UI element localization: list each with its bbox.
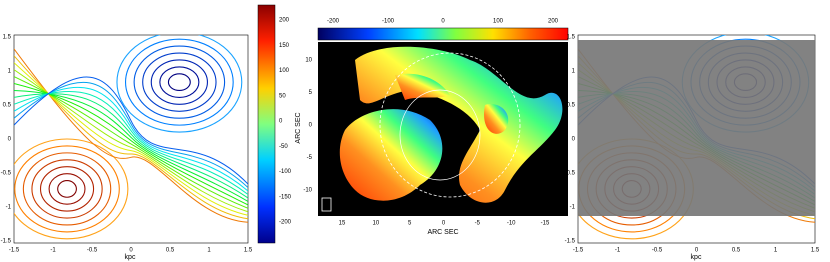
contour (14, 89, 248, 202)
isovelocity (399, 89, 481, 181)
contour (14, 76, 248, 185)
colorbar-tick-label: 200 (279, 18, 290, 24)
colorbar-tick-label: 200 (548, 19, 559, 25)
contour (142, 52, 217, 112)
y-tick-label: -5 (307, 155, 313, 161)
colorbar-tick-label: 100 (279, 68, 290, 74)
colorbar-tick-label: 50 (279, 93, 286, 99)
colorbar-tick-label: 0 (279, 119, 283, 125)
y-tick-label: 1 (8, 69, 12, 75)
contour (14, 69, 248, 213)
contour (57, 180, 77, 198)
x-tick-label: -0.5 (87, 248, 98, 254)
x-axis-label: ARC SEC (427, 229, 458, 236)
x-tick-label: 15 (339, 221, 346, 227)
contour (14, 81, 248, 188)
velocity-blob (339, 109, 443, 201)
x-tick-label: -5 (475, 221, 481, 227)
y-tick-label: 0 (309, 123, 313, 129)
contour (14, 48, 248, 223)
y-tick-label: -0.5 (1, 171, 12, 177)
colorbar-tick-label: 0 (441, 19, 445, 25)
contour (39, 166, 95, 212)
x-tick-label: 1.5 (244, 248, 253, 254)
masked-region (578, 40, 815, 216)
colorbar-tick-label: -50 (279, 144, 288, 150)
x-tick-label: -0.5 (652, 248, 663, 254)
contour (150, 59, 208, 105)
contour (14, 83, 248, 206)
contour (31, 159, 103, 219)
x-tick-label: 5 (408, 221, 412, 227)
y-tick-label: 1 (572, 69, 576, 75)
colorbar-tick-label: 100 (493, 19, 504, 25)
colorbar-tick-label: -200 (279, 220, 292, 226)
x-tick-label: -10 (507, 221, 516, 227)
y-tick-label: -1 (570, 205, 576, 211)
y-tick-label: 1.5 (567, 35, 576, 41)
x-tick-label: 0 (129, 248, 133, 254)
x-tick-label: -1.5 (573, 248, 584, 254)
contour (14, 62, 248, 216)
y-tick-label: -1.5 (1, 239, 12, 245)
y-tick-label: 0.5 (3, 103, 12, 109)
x-tick-label: 1.5 (811, 248, 820, 254)
colorbar-tick-label: -100 (382, 19, 395, 25)
y-tick-label: 10 (305, 58, 312, 64)
x-tick-label: -1 (50, 248, 56, 254)
y-tick-label: 0.5 (567, 103, 576, 109)
colorbar-tick-label: -200 (327, 19, 340, 25)
y-tick-label: 0 (8, 137, 12, 143)
contour (14, 76, 248, 209)
contour (14, 93, 248, 199)
y-tick-label: -10 (303, 188, 312, 194)
contour (14, 90, 248, 195)
x-tick-label: 0 (695, 248, 699, 254)
x-tick-label: -1.5 (9, 248, 20, 254)
y-axis-label: ARC SEC (295, 112, 302, 143)
contour (133, 45, 226, 119)
isovelocity (379, 52, 521, 198)
colorbar-tick-label: -100 (279, 169, 292, 175)
contour (124, 38, 234, 126)
velocity-field (321, 46, 563, 212)
x-tick-label: 0 (442, 221, 446, 227)
x-tick-label: 0.5 (732, 248, 741, 254)
contour (14, 86, 248, 192)
contour (14, 145, 120, 233)
colorbar-tick-label: -150 (279, 194, 292, 200)
y-tick-label: -1.5 (565, 239, 576, 245)
x-tick-label: 10 (372, 221, 379, 227)
velocity-blob (484, 104, 509, 134)
contour (167, 73, 191, 92)
y-tick-label: -0.5 (565, 171, 576, 177)
beam (321, 197, 332, 212)
colorbar (317, 27, 569, 41)
x-tick-label: 1 (207, 248, 211, 254)
contour (48, 173, 86, 205)
contours (14, 35, 248, 240)
x-tick-label: 0.5 (166, 248, 175, 254)
colorbar (257, 4, 276, 244)
contour (14, 138, 129, 240)
y-tick-label: 5 (309, 90, 313, 96)
x-tick-label: -1 (615, 248, 621, 254)
y-tick-label: -1 (6, 205, 12, 211)
x-tick-label: 1 (774, 248, 778, 254)
contour (14, 55, 248, 220)
colorbar-tick-label: 150 (279, 43, 290, 49)
x-axis-label: kpc (125, 254, 136, 261)
velocity-blob (395, 73, 450, 100)
contour (116, 35, 243, 133)
y-tick-label: 0 (572, 137, 576, 143)
y-tick-label: 1.5 (3, 35, 12, 41)
contour (22, 152, 112, 226)
contour (159, 66, 200, 98)
x-axis-label: kpc (691, 254, 702, 261)
x-tick-label: -15 (541, 221, 550, 227)
